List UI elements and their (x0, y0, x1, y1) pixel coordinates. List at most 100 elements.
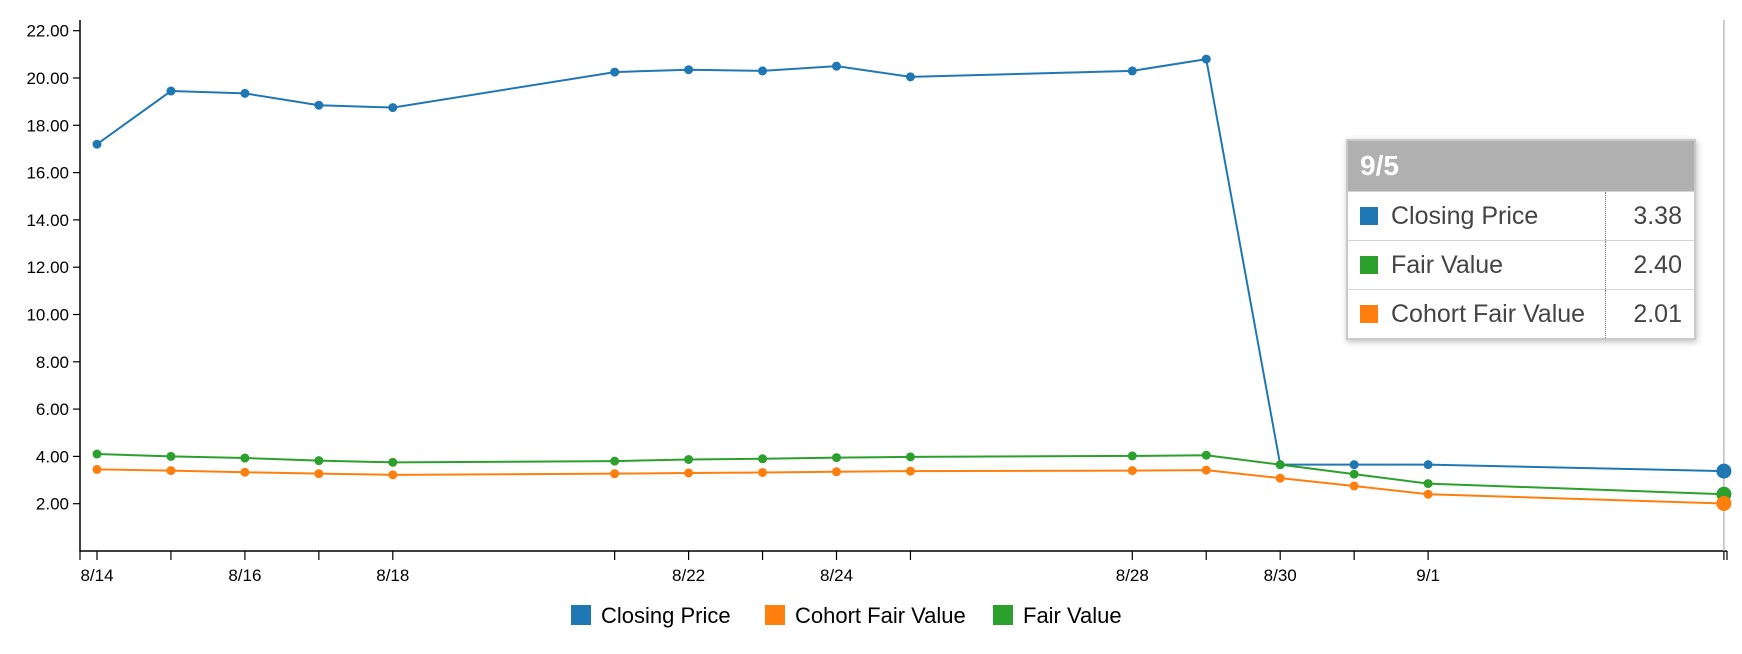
data-point[interactable] (1201, 450, 1211, 460)
y-axis: 2.00 4.00 6.00 8.00 10.00 12.00 14.00 16.00 18.0… (26, 20, 81, 552)
data-point[interactable] (166, 451, 176, 461)
x-tick-label: 8/24 (820, 566, 853, 585)
data-point[interactable] (684, 65, 694, 75)
tooltip-swatch-cohort-fair-value (1360, 304, 1378, 323)
data-point[interactable] (1127, 66, 1137, 76)
data-point[interactable] (758, 454, 768, 464)
data-point[interactable] (610, 456, 620, 466)
tooltip-row: Closing Price 3.38 (1348, 191, 1694, 241)
x-tick-label: 8/14 (80, 566, 113, 585)
data-point[interactable] (166, 86, 176, 96)
data-point[interactable] (166, 466, 176, 476)
legend-item-cohort-fair-value[interactable]: Cohort Fair Value (765, 603, 966, 628)
legend-swatch (765, 605, 785, 625)
data-point[interactable] (1127, 451, 1137, 461)
y-tick-label: 12.00 (26, 258, 69, 277)
data-point[interactable] (1349, 460, 1359, 470)
tooltip-row-value: 2.40 (1605, 240, 1694, 290)
y-tick-label: 22.00 (26, 22, 69, 41)
data-point[interactable] (684, 468, 694, 478)
data-point[interactable] (1201, 54, 1211, 64)
data-point[interactable] (1127, 466, 1137, 476)
y-tick-label: 18.00 (26, 116, 69, 135)
data-point[interactable] (1349, 481, 1359, 491)
legend[interactable]: Closing Price Cohort Fair Value Fair Value (571, 603, 1122, 628)
tooltip: 9/5 Closing Price 3.38 Fair Value 2.40 C… (1346, 139, 1696, 340)
tooltip-row-label: Closing Price (1391, 201, 1539, 230)
data-point[interactable] (240, 88, 250, 98)
data-point[interactable] (240, 453, 250, 463)
tooltip-swatch-fair-value (1360, 255, 1378, 274)
y-tick-label: 14.00 (26, 211, 69, 230)
tooltip-row-value: 2.01 (1605, 289, 1694, 338)
data-point[interactable] (1349, 469, 1359, 479)
data-point[interactable] (610, 469, 620, 479)
data-point[interactable] (388, 470, 398, 480)
data-point[interactable] (388, 103, 398, 113)
series-line-fair-value (96, 453, 1724, 496)
data-point[interactable] (610, 67, 620, 77)
data-point[interactable] (1716, 495, 1732, 511)
data-point[interactable] (1275, 473, 1285, 483)
data-point[interactable] (905, 72, 915, 82)
data-point[interactable] (314, 100, 324, 110)
data-point[interactable] (92, 139, 102, 149)
x-tick-label: 8/16 (228, 566, 261, 585)
data-point[interactable] (314, 456, 324, 466)
data-point[interactable] (388, 457, 398, 467)
data-point[interactable] (684, 454, 694, 464)
legend-label: Closing Price (601, 603, 731, 628)
data-point[interactable] (832, 453, 841, 463)
tooltip-swatch-closing-price (1360, 206, 1378, 225)
data-point[interactable] (314, 469, 324, 479)
x-tick-label: 8/30 (1264, 566, 1297, 585)
data-point[interactable] (905, 466, 915, 476)
series-cohort-fair-value (92, 464, 1732, 511)
legend-label: Fair Value (1023, 603, 1122, 628)
tooltip-row: Fair Value 2.40 (1348, 240, 1694, 290)
data-point[interactable] (758, 66, 768, 76)
data-point[interactable] (1716, 463, 1732, 479)
tooltip-table: Closing Price 3.38 Fair Value 2.40 Cohor… (1348, 191, 1694, 338)
series-layer (92, 54, 1732, 511)
y-tick-label: 2.00 (36, 495, 69, 514)
y-tick-label: 4.00 (36, 447, 69, 466)
legend-item-closing-price[interactable]: Closing Price (571, 603, 731, 628)
y-tick-label: 6.00 (36, 400, 69, 419)
series-closing-price (92, 54, 1732, 479)
tooltip-row-value: 3.38 (1605, 191, 1694, 241)
tooltip-date: 9/5 (1348, 141, 1694, 191)
data-point[interactable] (1275, 460, 1285, 470)
legend-swatch (571, 605, 591, 625)
y-tick-label: 8.00 (36, 353, 69, 372)
data-point[interactable] (832, 467, 841, 477)
data-point[interactable] (92, 464, 102, 474)
y-tick-label: 16.00 (26, 164, 69, 183)
x-axis: 8/14 8/16 8/18 8/22 8/24 8/28 8/30 9/1 (79, 550, 1728, 585)
data-point[interactable] (1423, 460, 1433, 470)
series-fair-value (92, 449, 1732, 502)
data-point[interactable] (832, 61, 841, 71)
tooltip-row: Cohort Fair Value 2.01 (1348, 289, 1694, 338)
x-tick-label: 8/28 (1116, 566, 1149, 585)
legend-swatch (993, 605, 1013, 625)
data-point[interactable] (240, 467, 250, 477)
data-point[interactable] (758, 467, 768, 477)
data-point[interactable] (1423, 479, 1433, 489)
x-tick-label: 9/1 (1416, 566, 1440, 585)
data-point[interactable] (905, 452, 915, 462)
x-tick-label: 8/22 (672, 566, 705, 585)
legend-item-fair-value[interactable]: Fair Value (993, 603, 1122, 628)
data-point[interactable] (1423, 489, 1433, 499)
y-tick-label: 20.00 (26, 69, 69, 88)
y-tick-label: 10.00 (26, 306, 69, 325)
tooltip-row-label: Cohort Fair Value (1391, 299, 1586, 328)
tooltip-row-label: Fair Value (1391, 250, 1504, 279)
data-point[interactable] (92, 449, 102, 459)
x-tick-label: 8/18 (376, 566, 409, 585)
series-line-closing-price (96, 57, 1724, 473)
legend-label: Cohort Fair Value (795, 603, 966, 628)
series-line-cohort-fair-value (96, 468, 1724, 505)
data-point[interactable] (1201, 465, 1211, 475)
